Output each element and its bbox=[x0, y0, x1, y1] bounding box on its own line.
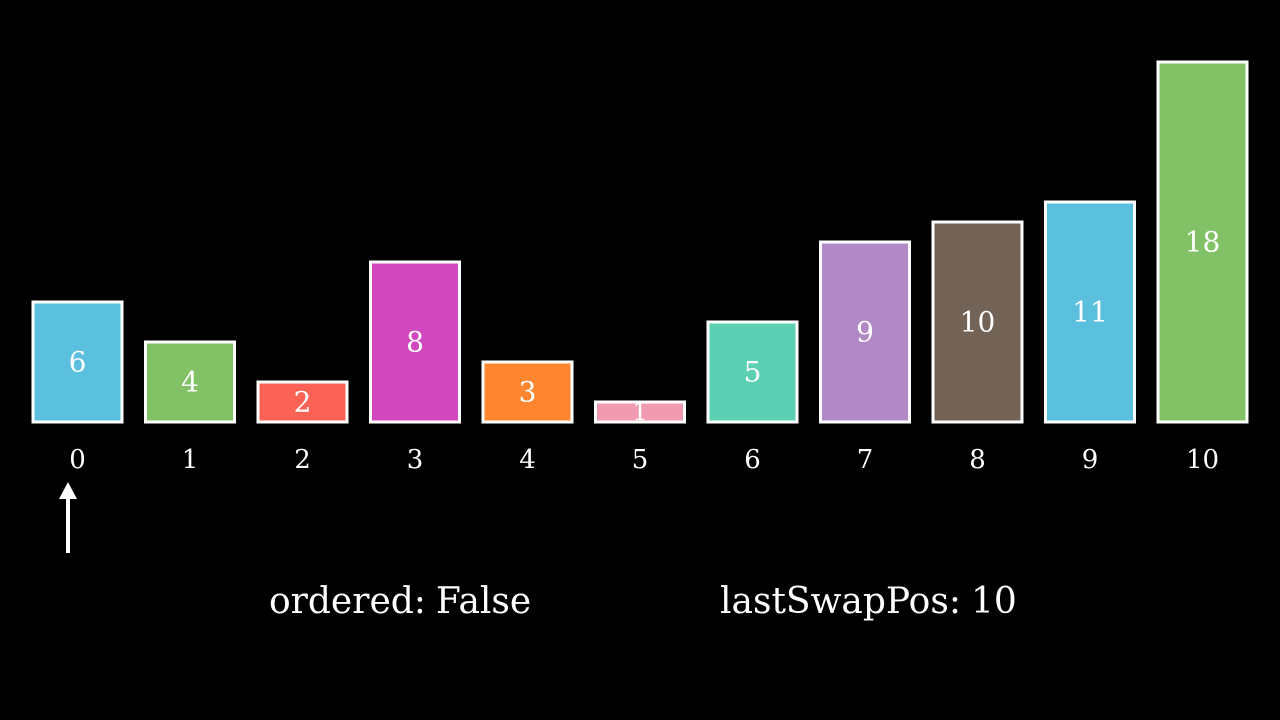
bar-7 bbox=[819, 240, 911, 424]
pointer-arrow-icon bbox=[59, 482, 77, 553]
bar-value-label-5: 1 bbox=[632, 398, 647, 426]
bar-value-label-9: 11 bbox=[1072, 296, 1108, 329]
pointer-arrow-head bbox=[59, 482, 77, 499]
index-label-0: 0 bbox=[69, 445, 86, 475]
index-label-3: 3 bbox=[407, 445, 424, 475]
bar-6 bbox=[706, 320, 799, 424]
index-label-9: 9 bbox=[1082, 445, 1099, 475]
bar-value-label-8: 10 bbox=[960, 306, 996, 339]
bar-2 bbox=[256, 380, 349, 424]
bars-layer bbox=[31, 60, 1249, 424]
last-swap-pos-label: lastSwapPos: bbox=[720, 581, 961, 622]
bar-value-label-1: 4 bbox=[181, 366, 199, 399]
bar-3 bbox=[369, 260, 461, 424]
index-label-7: 7 bbox=[857, 445, 874, 475]
bar-value-label-6: 5 bbox=[744, 356, 762, 389]
last-swap-pos-value: 10 bbox=[970, 581, 1017, 622]
bar-value-label-2: 2 bbox=[294, 386, 312, 419]
value-labels-layer: 6 4 2 8 3 1 5 9 10 11 18 bbox=[69, 226, 1221, 427]
index-label-10: 10 bbox=[1186, 445, 1219, 475]
bar-value-label-3: 8 bbox=[406, 326, 424, 359]
index-label-4: 4 bbox=[519, 445, 536, 475]
bar-value-label-10: 18 bbox=[1185, 226, 1221, 259]
bar-5 bbox=[594, 400, 686, 424]
index-label-1: 1 bbox=[182, 445, 199, 475]
ordered-value: False bbox=[435, 581, 532, 622]
index-label-6: 6 bbox=[744, 445, 761, 475]
index-label-8: 8 bbox=[969, 445, 986, 475]
bar-9 bbox=[1044, 200, 1136, 424]
last-swap-pos-status: lastSwapPos: 10 bbox=[720, 578, 1017, 626]
bar-8 bbox=[931, 220, 1024, 424]
ordered-status: ordered: False bbox=[269, 578, 531, 626]
bar-value-label-7: 9 bbox=[856, 316, 874, 349]
bar-4 bbox=[481, 360, 574, 424]
bar-0 bbox=[31, 300, 124, 424]
bar-value-label-0: 6 bbox=[69, 346, 87, 379]
bar-1 bbox=[144, 340, 236, 424]
bar-10 bbox=[1156, 60, 1249, 424]
index-labels-layer: 0 1 2 3 4 5 6 7 8 9 10 bbox=[69, 445, 1219, 475]
index-label-2: 2 bbox=[294, 445, 311, 475]
index-label-5: 5 bbox=[632, 445, 649, 475]
ordered-label: ordered: bbox=[269, 581, 426, 622]
bar-value-label-4: 3 bbox=[519, 376, 537, 409]
